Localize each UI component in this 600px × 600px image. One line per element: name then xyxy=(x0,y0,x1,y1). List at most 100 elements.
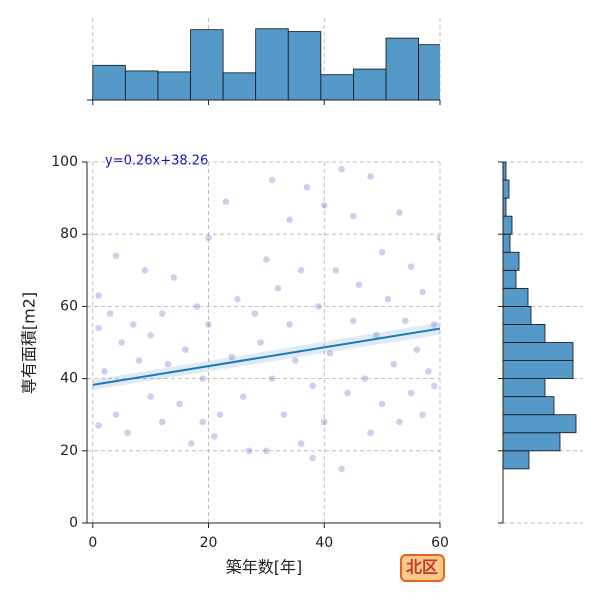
y-hist-bar xyxy=(502,342,574,361)
x-tick-label: 0 xyxy=(88,535,97,551)
point xyxy=(384,295,392,303)
point xyxy=(332,266,340,275)
point xyxy=(407,389,415,397)
badge: 北区 xyxy=(406,558,438,577)
point xyxy=(227,353,236,361)
y-hist-bar xyxy=(502,251,520,271)
y-hist-bar xyxy=(502,414,577,434)
badge-box xyxy=(400,554,445,582)
trend-line xyxy=(92,327,441,386)
point xyxy=(291,356,300,365)
point xyxy=(94,324,103,332)
point xyxy=(320,418,329,426)
y-tick-label: 20 xyxy=(60,443,78,459)
point xyxy=(100,367,109,376)
point xyxy=(210,432,219,441)
point xyxy=(256,338,265,347)
point xyxy=(361,374,369,383)
point xyxy=(245,447,253,455)
point xyxy=(285,320,294,329)
x-hist-bar xyxy=(385,37,419,100)
point xyxy=(308,454,317,462)
point xyxy=(308,382,317,390)
point xyxy=(158,309,166,318)
point xyxy=(141,266,149,275)
point xyxy=(175,400,184,408)
x-hist-bar xyxy=(92,64,126,100)
point xyxy=(418,410,427,419)
point xyxy=(198,374,207,383)
y-hist-bar xyxy=(502,287,529,307)
point xyxy=(268,374,276,383)
y-hist-bar xyxy=(502,305,532,325)
point xyxy=(320,201,329,210)
point xyxy=(216,410,224,419)
point xyxy=(436,234,440,242)
point xyxy=(395,208,404,217)
point xyxy=(355,280,363,289)
point xyxy=(262,447,271,455)
point xyxy=(297,439,305,448)
x-hist-bar xyxy=(255,28,289,100)
point xyxy=(407,262,415,271)
point xyxy=(303,183,311,192)
point xyxy=(349,212,357,220)
point xyxy=(112,252,120,260)
point xyxy=(366,429,375,437)
y-hist-bar xyxy=(502,233,511,253)
x-tick-label: 40 xyxy=(315,535,333,551)
y-hist-bar xyxy=(502,179,510,199)
x-hist-bar xyxy=(157,71,191,100)
point xyxy=(343,389,352,397)
x-hist-bar xyxy=(287,31,322,100)
y-hist-bar xyxy=(502,378,546,398)
point xyxy=(94,291,103,300)
x-hist-bar xyxy=(124,70,159,100)
point xyxy=(94,421,103,430)
point xyxy=(349,317,357,325)
point xyxy=(222,197,230,206)
x-hist-bar xyxy=(190,29,224,100)
point xyxy=(135,356,143,365)
point xyxy=(158,418,166,426)
point xyxy=(378,248,386,256)
x-hist-bar xyxy=(320,74,354,100)
point xyxy=(123,429,132,437)
point xyxy=(337,165,346,173)
point xyxy=(430,320,438,329)
point xyxy=(129,320,138,329)
y-hist-bar xyxy=(502,450,530,470)
y-hist-bar xyxy=(502,324,546,343)
point xyxy=(366,172,375,181)
point xyxy=(146,392,155,401)
x-hist-bar xyxy=(222,72,257,100)
point xyxy=(418,288,427,296)
point xyxy=(170,273,178,282)
y-hist-bar xyxy=(502,360,574,379)
y-tick-label: 0 xyxy=(69,515,78,531)
x-hist-bar xyxy=(418,44,440,100)
point xyxy=(297,266,305,275)
y-hist-bar xyxy=(502,215,513,235)
point xyxy=(413,345,421,354)
point xyxy=(280,410,288,419)
x-tick-label: 60 xyxy=(431,535,449,551)
point xyxy=(112,410,120,419)
point xyxy=(314,302,323,311)
point xyxy=(326,349,334,358)
point xyxy=(117,338,126,347)
point xyxy=(337,465,346,473)
x-tick-label: 20 xyxy=(200,535,218,551)
point xyxy=(268,176,276,184)
point xyxy=(233,295,242,303)
y-hist-bar xyxy=(502,432,561,452)
point xyxy=(424,367,433,376)
point xyxy=(262,255,271,264)
x-axis-label: 築年数[年] xyxy=(226,558,303,577)
point xyxy=(198,418,207,426)
y-tick-label: 100 xyxy=(51,154,78,170)
y-tick-label: 60 xyxy=(60,298,78,314)
annotation: y=0.26x+38.26 xyxy=(105,154,208,169)
y-hist-bar xyxy=(502,396,555,416)
point xyxy=(181,345,190,354)
